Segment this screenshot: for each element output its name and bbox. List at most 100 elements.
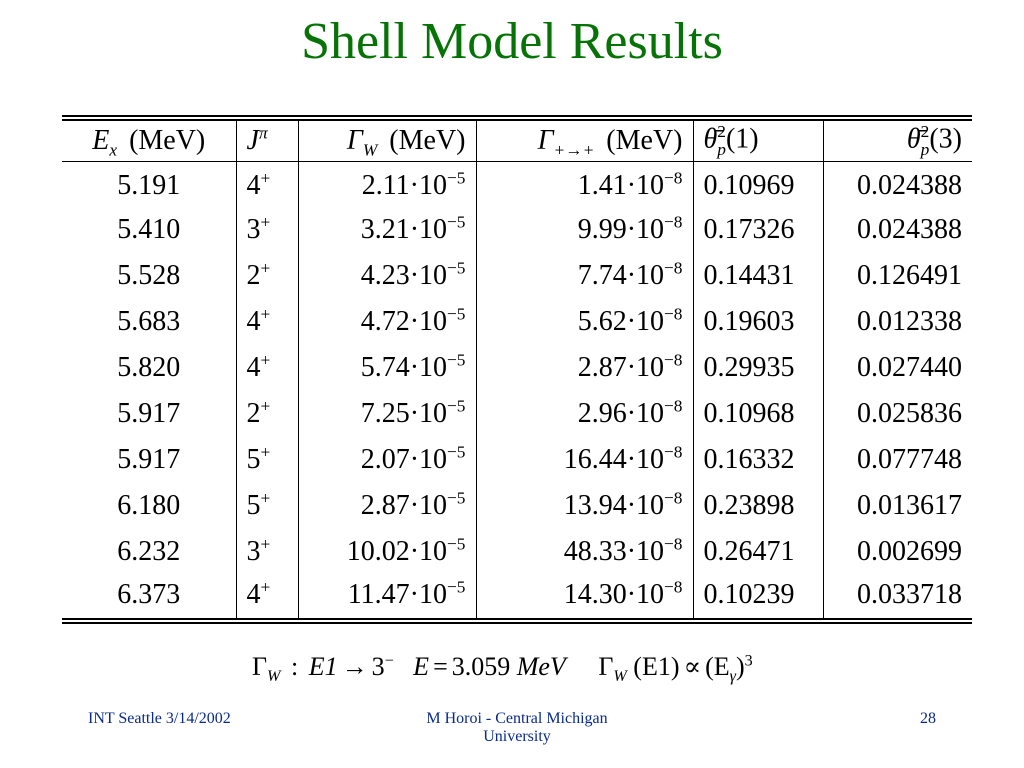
formula-token: 3 (371, 652, 385, 681)
header-row: Ex (MeV) Jπ ΓW (MeV) Γ+→+ (MeV) θ̄ 2 p (1) θ̄ 2 p (3) (62, 118, 972, 161)
table-cell: 5+ (235, 483, 298, 529)
cell-base: 5.62·10 (577, 306, 665, 337)
table-cell: 13.94·10−8 (475, 483, 693, 529)
table-row: 6.373 4+ 11.47·10−5 14.30·10−8 0.10239 0.0337… (62, 575, 972, 621)
formula-token: ∝ (683, 652, 702, 681)
table-cell: 0.23898 (692, 483, 823, 529)
table-cell: 2.96·10−8 (475, 391, 693, 437)
cell-sup: −5 (447, 577, 466, 597)
table-cell: 4+ (235, 575, 298, 621)
table-cell: 6.373 (117, 578, 181, 610)
cell-sup: + (260, 258, 271, 278)
cell-sup: + (260, 534, 271, 554)
footer-right: 28 (920, 710, 936, 727)
cell-sup: −5 (447, 258, 466, 278)
table-cell: 0.033718 (822, 575, 972, 621)
table-row: 5.917 5+ 2.07·10−5 16.44·10−8 0.16332 0.07774… (62, 437, 972, 483)
header-sub: +→+ (553, 140, 595, 160)
table-cell: 4+ (235, 299, 298, 345)
table-cell: 0.002699 (822, 529, 972, 575)
formula-token: − (384, 652, 394, 670)
cell-base: 7.74·10 (577, 260, 665, 291)
formula-token: (E1) (633, 652, 680, 681)
table-row: 5.191 4+ 2.11·10−5 1.41·10−8 0.10969 0.024388 (62, 161, 972, 207)
cell-base: 9.99·10 (577, 214, 665, 245)
formula-token: Γ (598, 652, 614, 681)
header-symbol: θ̄ (703, 123, 718, 155)
results-table: Ex (MeV) Jπ ΓW (MeV) Γ+→+ (MeV) θ̄ 2 p (1) θ̄ 2 p (3) … (62, 115, 972, 624)
cell-base: 5 (246, 490, 261, 521)
table-cell: 0.14431 (692, 253, 823, 299)
table-cell: 3+ (235, 529, 298, 575)
cell-sup: −8 (664, 304, 683, 324)
header-cell: ΓW (MeV) (297, 118, 476, 161)
header-sup: π (258, 123, 268, 143)
cell-base: 4 (246, 578, 261, 610)
cell-base: 4.23·10 (360, 260, 448, 291)
table-cell: 3+ (235, 207, 298, 253)
cell-sup: −5 (447, 304, 466, 324)
cell-base: 13.94·10 (563, 490, 665, 521)
header-sub: W (362, 140, 378, 160)
table-cell: 5+ (235, 437, 298, 483)
table-row: 6.180 5+ 2.87·10−5 13.94·10−8 0.23898 0.01361… (62, 483, 972, 529)
header-sub: p (717, 139, 726, 159)
cell-sup: + (260, 212, 271, 232)
cell-base: 11.47·10 (347, 578, 448, 610)
header-sup: 2 (920, 121, 930, 141)
cell-base: 2.87·10 (577, 352, 665, 383)
table-row: 5.683 4+ 4.72·10−5 5.62·10−8 0.19603 0.012338 (62, 299, 972, 345)
cell-base: 2.07·10 (360, 444, 448, 475)
table-cell: 5.191 (117, 170, 181, 202)
cell-base: 3 (246, 214, 261, 245)
table-cell: 10.02·10−5 (297, 529, 476, 575)
formula-token: 3.059 (451, 652, 511, 681)
table-cell: 2.87·10−8 (475, 345, 693, 391)
header-unit: (1) (725, 123, 759, 155)
header-cell: θ̄ 2 p (1) (692, 118, 823, 161)
table-body: 5.191 4+ 2.11·10−5 1.41·10−8 0.10969 0.024388… (62, 161, 972, 621)
table-cell: 0.29935 (692, 345, 823, 391)
cell-base: 4.72·10 (360, 306, 448, 337)
table-cell: 0.10968 (692, 391, 823, 437)
table-cell: 5.528 (117, 260, 181, 291)
formula: ΓW : E1 → 3− E = 3.059 MeV ΓW (E1) ∝ (Eγ)3 (252, 652, 753, 685)
footer-left: INT Seattle 3/14/2002 (88, 710, 231, 727)
table-cell: 0.013617 (822, 483, 972, 529)
cell-sup: −8 (664, 442, 683, 462)
table-cell: 11.47·10−5 (297, 575, 476, 621)
header-symbol: Γ (346, 124, 363, 156)
cell-base: 3 (246, 536, 261, 567)
formula-token: ) (736, 652, 745, 681)
slide-title: Shell Model Results (301, 13, 723, 70)
cell-base: 48.33·10 (563, 536, 665, 567)
cell-sup: + (260, 488, 271, 508)
header-sub: p (920, 139, 930, 159)
table-cell: 0.26471 (692, 529, 823, 575)
cell-base: 1.41·10 (577, 170, 665, 202)
table-cell: 5.917 (117, 398, 181, 429)
cell-sup: −8 (664, 396, 683, 416)
cell-base: 5 (246, 444, 261, 475)
cell-sup: −5 (447, 350, 466, 370)
table-cell: 2+ (235, 253, 298, 299)
table-cell: 5.917 (117, 444, 181, 475)
table-cell: 2+ (235, 391, 298, 437)
cell-sup: −5 (447, 396, 466, 416)
formula-token: 3 (744, 652, 753, 670)
table-cell: 4.23·10−5 (297, 253, 476, 299)
formula-token: = (433, 652, 448, 681)
cell-base: 4 (246, 306, 261, 337)
cell-base: 4 (246, 352, 261, 383)
table-cell: 2.11·10−5 (297, 161, 476, 207)
table-cell: 5.683 (117, 306, 181, 337)
header-cell: Ex (MeV) (62, 118, 236, 161)
header-symbol: E (92, 124, 110, 156)
header-cell: θ̄ 2 p (3) (822, 118, 972, 161)
table-cell: 1.41·10−8 (475, 161, 693, 207)
cell-sup: −5 (447, 212, 466, 232)
cell-base: 2.87·10 (360, 490, 448, 521)
table-cell: 4+ (235, 161, 298, 207)
table-cell: 0.19603 (692, 299, 823, 345)
